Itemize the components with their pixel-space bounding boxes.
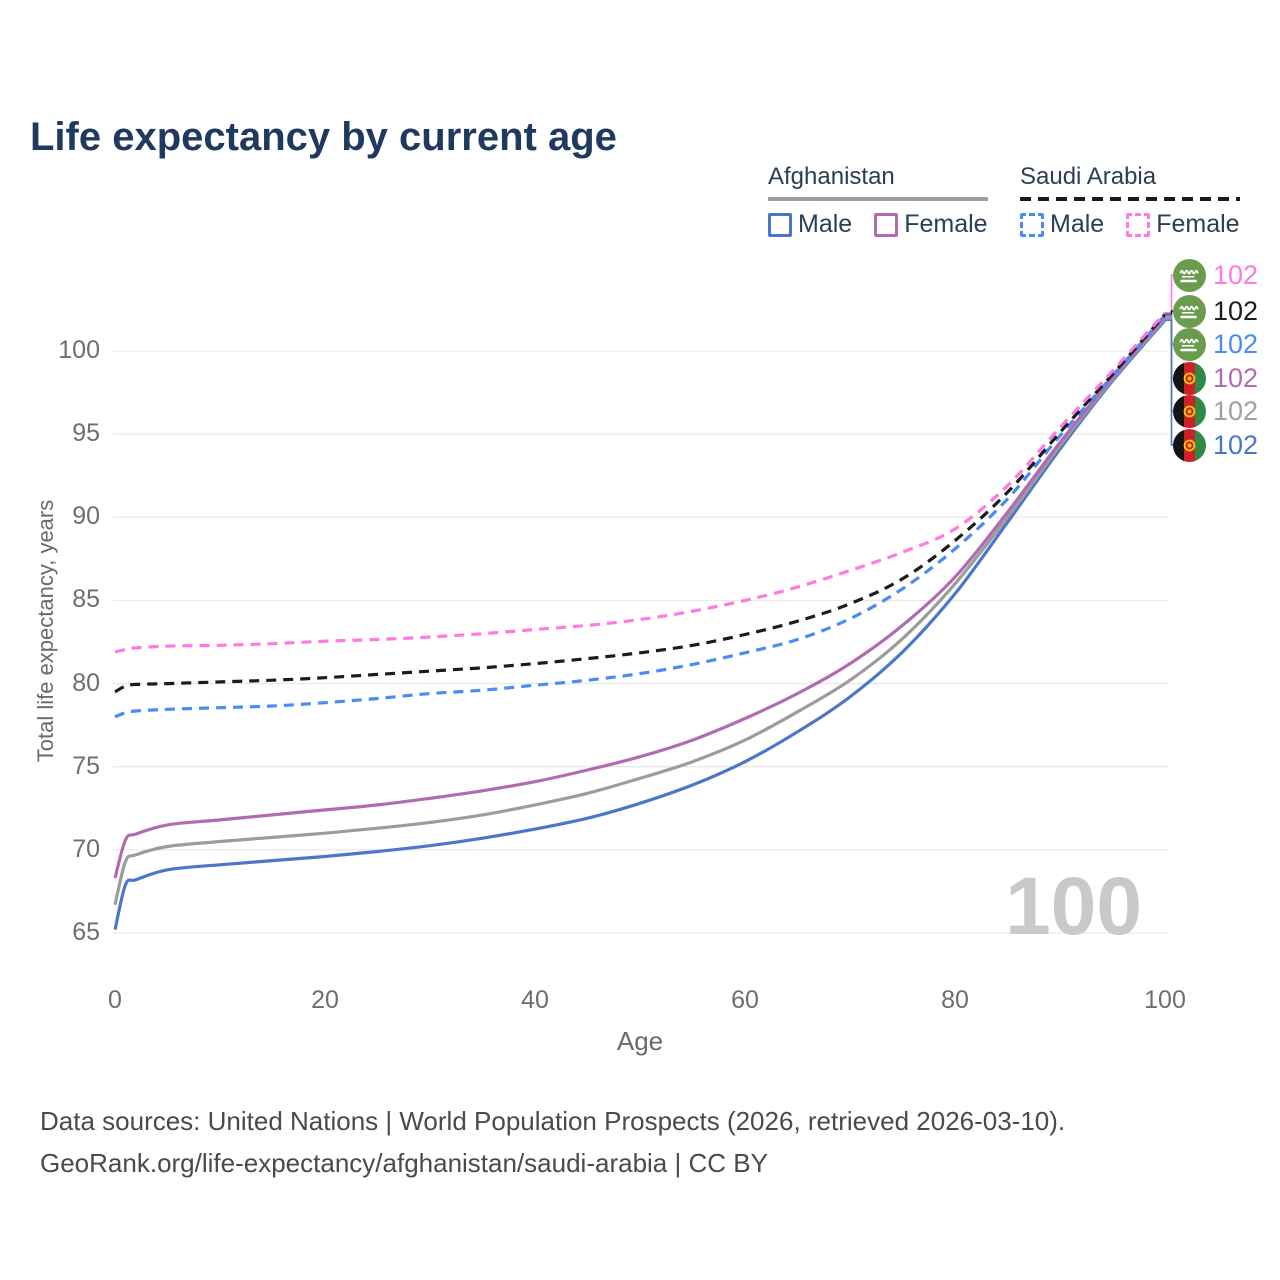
- legend-country-linestyle-dashed: [1020, 197, 1240, 201]
- y-tick-label-70: 70: [72, 834, 100, 863]
- legend-item-label: Male: [798, 210, 853, 238]
- end-label-afg-female: 102: [1173, 361, 1259, 395]
- legend-items: Male Female: [768, 210, 988, 239]
- legend-item-afghanistan-male[interactable]: Male: [768, 210, 852, 239]
- x-tick-label-40: 40: [521, 986, 549, 1014]
- series-line-afg-female[interactable]: [113, 315, 1167, 879]
- afghanistan-flag-icon: [1173, 361, 1206, 395]
- end-label-sau-total: 102: [1173, 294, 1259, 328]
- x-tick-label-20: 20: [311, 986, 339, 1014]
- legend-items: Male Female: [1020, 210, 1240, 239]
- legend-item-afghanistan-female[interactable]: Female: [874, 210, 988, 239]
- end-value-sau-female: 102: [1213, 259, 1259, 290]
- y-tick-label-95: 95: [72, 419, 100, 448]
- series-line-sau-total[interactable]: [114, 313, 1167, 694]
- y-tick-label-65: 65: [72, 917, 100, 946]
- saudi-arabia-flag-icon: [1173, 327, 1206, 361]
- y-tick-label-75: 75: [72, 751, 100, 780]
- leader-line-sau-total: [1165, 310, 1173, 316]
- afghanistan-flag-icon: [1173, 394, 1206, 428]
- legend-group-saudi-arabia: Saudi Arabia Male Female: [1020, 163, 1240, 239]
- x-tick-label-60: 60: [731, 986, 759, 1014]
- saudi-arabia-flag-icon: [1173, 258, 1206, 292]
- legend-country-label: Saudi Arabia: [1020, 163, 1157, 190]
- legend-item-saudi-arabia-male[interactable]: Male: [1020, 210, 1104, 239]
- legend-group-afghanistan: Afghanistan Male Female: [768, 163, 988, 239]
- series-line-sau-female[interactable]: [114, 311, 1167, 654]
- legend-country-linestyle-solid: [768, 197, 988, 201]
- x-tick-label-80: 80: [941, 986, 969, 1014]
- footer-sources: Data sources: United Nations | World Pop…: [40, 1106, 1066, 1136]
- end-value-afg-male: 102: [1213, 429, 1259, 460]
- end-label-sau-male: 102: [1173, 327, 1259, 361]
- page-title: Life expectancy by current age: [30, 114, 617, 159]
- end-label-afg-total: 102: [1173, 394, 1259, 428]
- series-lines: [113, 311, 1167, 931]
- leader-line-sau-female: [1165, 274, 1173, 314]
- y-tick-label-100: 100: [58, 336, 100, 364]
- legend-item-label: Female: [904, 210, 988, 238]
- y-tick-label-80: 80: [72, 668, 100, 697]
- y-tick-label-90: 90: [72, 502, 100, 531]
- footer-attribution: GeoRank.org/life-expectancy/afghanistan/…: [40, 1148, 768, 1178]
- legend-country-label: Afghanistan: [768, 163, 895, 190]
- legend-item-label: Male: [1050, 210, 1105, 238]
- leader-lines: [1165, 274, 1173, 446]
- end-label-afg-male: 102: [1173, 428, 1259, 462]
- afghanistan-flag-icon: [1173, 428, 1206, 462]
- legend-swatch[interactable]: [1126, 212, 1151, 237]
- legend-swatch[interactable]: [768, 212, 792, 237]
- legend-swatch[interactable]: [874, 212, 899, 237]
- legend-swatch[interactable]: [1020, 212, 1044, 237]
- end-value-afg-total: 102: [1213, 395, 1259, 426]
- end-label-sau-female: 102: [1173, 258, 1259, 292]
- saudi-arabia-flag-icon: [1173, 294, 1206, 328]
- series-line-sau-male[interactable]: [114, 314, 1167, 719]
- legend-item-label: Female: [1156, 210, 1240, 238]
- gridlines: [113, 350, 1168, 934]
- end-value-sau-total: 102: [1213, 295, 1259, 326]
- end-value-sau-male: 102: [1213, 328, 1259, 359]
- y-tick-label-85: 85: [72, 585, 100, 614]
- x-tick-label-100: 100: [1144, 986, 1186, 1014]
- leader-line-afg-male: [1165, 319, 1173, 446]
- end-value-afg-female: 102: [1213, 362, 1259, 393]
- series-line-afg-male[interactable]: [113, 319, 1167, 931]
- x-tick-label-0: 0: [108, 986, 122, 1014]
- series-line-afg-total[interactable]: [113, 317, 1167, 906]
- legend-item-saudi-arabia-female[interactable]: Female: [1126, 210, 1240, 239]
- x-axis-title: Age: [616, 1026, 664, 1056]
